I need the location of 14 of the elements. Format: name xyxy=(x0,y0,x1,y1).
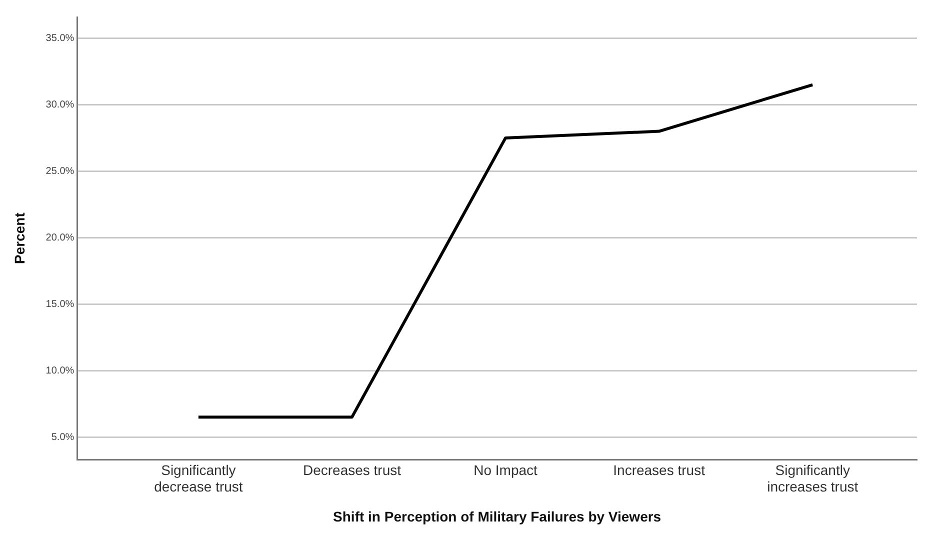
y-tick-label: 25.0% xyxy=(46,166,74,177)
x-tick-label: No Impact xyxy=(474,462,538,478)
y-tick-label: 30.0% xyxy=(46,99,74,110)
x-tick-label: Decreases trust xyxy=(302,462,402,478)
y-tick-label: 15.0% xyxy=(46,298,74,310)
x-tick-label: Increases trust xyxy=(613,462,706,478)
y-tick-label: 35.0% xyxy=(46,33,74,44)
y-axis-title: Percent xyxy=(11,212,28,264)
y-tick-label: 10.0% xyxy=(46,365,74,376)
y-tick-label: 5.0% xyxy=(51,432,74,443)
x-tick-label: Significantly increases trust xyxy=(767,462,858,495)
x-axis-title: Shift in Perception of Military Failures by Viewers xyxy=(333,508,662,524)
x-tick-label: Significantly decrease trust xyxy=(154,462,243,495)
y-tick-label: 20.0% xyxy=(46,232,74,244)
